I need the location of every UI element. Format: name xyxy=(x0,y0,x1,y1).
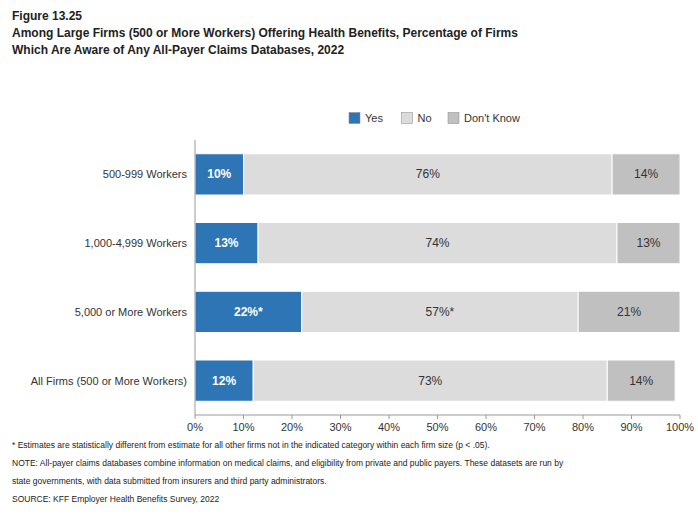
background xyxy=(0,0,698,525)
data-label: 14% xyxy=(629,374,653,388)
x-tick-label: 40% xyxy=(378,421,400,433)
x-tick xyxy=(437,415,438,419)
x-tick-label: 70% xyxy=(523,421,545,433)
legend: Yes No Don't Know xyxy=(349,112,520,124)
bar xyxy=(244,154,613,195)
data-label: 57%* xyxy=(426,305,455,319)
x-tick xyxy=(389,415,390,419)
bar xyxy=(258,223,617,264)
bar xyxy=(607,360,675,401)
data-labels: 10% 76% 14% 13% 74% 13% 22%* 57%* 21% 12% 73% 14% xyxy=(207,167,661,387)
x-tick-label: 80% xyxy=(572,421,594,433)
note: * Estimates are statistically different … xyxy=(12,440,490,450)
bar xyxy=(617,223,680,264)
subtitle: Among Large Firms (500 or More Workers) … xyxy=(12,26,518,40)
data-label: 10% xyxy=(207,167,231,181)
legend-label: Don't Know xyxy=(464,112,520,124)
x-tick-label: 30% xyxy=(329,421,351,433)
bar xyxy=(302,291,578,332)
x-tick xyxy=(486,415,487,419)
x-tick-label: 0% xyxy=(187,421,203,433)
x-tick xyxy=(195,415,196,419)
bar xyxy=(612,154,680,195)
bars xyxy=(195,154,680,402)
x-tick xyxy=(583,415,584,419)
x-tick xyxy=(680,415,681,419)
note: NOTE: All-payer claims databases combine… xyxy=(12,458,564,468)
note: state governments, with data submitted f… xyxy=(12,476,327,486)
legend-label: No xyxy=(418,112,432,124)
x-tick xyxy=(292,415,293,419)
legend-swatch xyxy=(402,113,413,124)
bar xyxy=(195,291,302,332)
data-label: 74% xyxy=(425,236,449,250)
x-tick-label: 20% xyxy=(281,421,303,433)
subtitle: Which Are Aware of Any All-Payer Claims … xyxy=(12,43,344,57)
category-label: 5,000 or More Workers xyxy=(75,306,188,318)
data-label: 21% xyxy=(617,305,641,319)
category-label: 500-999 Workers xyxy=(103,168,188,180)
y-axis-line xyxy=(195,140,196,415)
x-tick-label: 100% xyxy=(666,421,694,433)
x-tick xyxy=(534,415,535,419)
category-label: All Firms (500 or More Workers) xyxy=(31,375,187,387)
title: Figure 13.25 xyxy=(12,9,82,23)
legend-swatch xyxy=(448,113,459,124)
data-label: 22%* xyxy=(234,305,263,319)
x-tick-label: 60% xyxy=(475,421,497,433)
x-tick-label: 10% xyxy=(232,421,254,433)
x-tick-label: 50% xyxy=(426,421,448,433)
x-tick xyxy=(243,415,244,419)
bar xyxy=(253,360,607,401)
chart: Figure 13.25 Among Large Firms (500 or Mo… xyxy=(0,0,698,525)
data-label: 12% xyxy=(212,374,236,388)
data-label: 13% xyxy=(215,236,239,250)
bar xyxy=(195,360,253,401)
category-label: 1,000-4,999 Workers xyxy=(84,237,187,249)
legend-label: Yes xyxy=(365,112,383,124)
bar xyxy=(195,223,258,264)
x-tick xyxy=(631,415,632,419)
x-tick xyxy=(340,415,341,419)
data-label: 73% xyxy=(418,374,442,388)
bar xyxy=(578,291,680,332)
data-label: 13% xyxy=(636,236,660,250)
bar xyxy=(195,154,244,195)
data-label: 14% xyxy=(634,167,658,181)
data-label: 76% xyxy=(416,167,440,181)
note: SOURCE: KFF Employer Health Benefits Sur… xyxy=(12,494,220,504)
legend-swatch xyxy=(349,113,360,124)
x-tick-label: 90% xyxy=(620,421,642,433)
